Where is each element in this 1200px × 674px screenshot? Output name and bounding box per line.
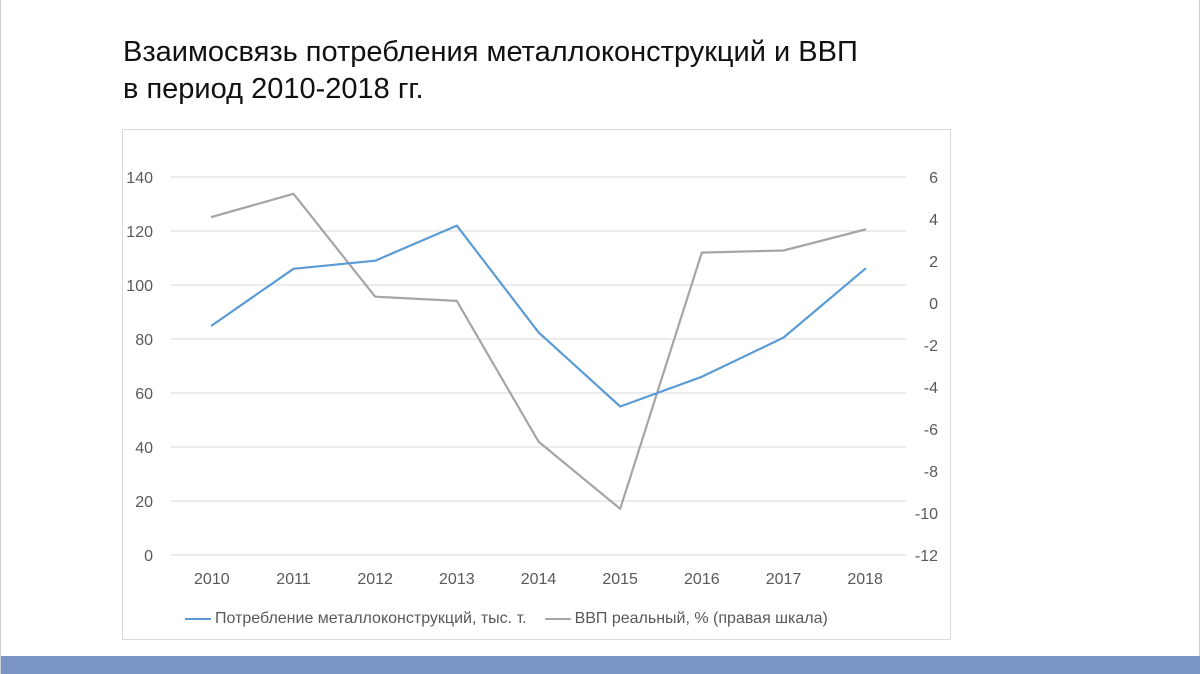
y-left-tick-label: 80 [135,332,153,349]
y-left-tick-label: 140 [126,170,153,187]
y-right-tick-label: 0 [929,296,938,313]
y-right-tick-label: 6 [929,170,938,187]
footer-bar [1,656,1200,674]
y-right-tick-label: -12 [915,548,938,565]
chart-legend: Потребление металлоконструкций, тыс. т. … [185,608,846,630]
series-line-consumption [210,224,867,408]
x-tick-label: 2016 [684,571,720,588]
series-line-gdp [210,192,867,510]
x-tick-label: 2014 [521,571,557,588]
y-right-tick-label: 2 [929,254,938,271]
y-right-tick-label: -2 [924,338,938,355]
x-tick-label: 2010 [194,571,230,588]
legend-swatch-gdp [544,618,571,620]
slide-title: Взаимосвязь потребления металлоконструкц… [123,34,858,108]
x-tick-label: 2018 [847,571,883,588]
y-left-tick-label: 100 [126,278,153,295]
y-right-tick-label: -8 [924,464,938,481]
legend-swatch-consumption [185,618,211,620]
y-left-tick-label: 120 [126,224,153,241]
x-tick-label: 2017 [766,571,802,588]
x-tick-label: 2012 [357,571,393,588]
legend-item-gdp: ВВП реальный, % (правая шкала) [544,610,828,628]
y-right-tick-label: -6 [924,422,938,439]
y-left-tick-label: 20 [135,494,153,511]
y-right-tick-label: -10 [915,506,938,523]
y-right-tick-label: 4 [929,212,938,229]
legend-item-consumption: Потребление металлоконструкций, тыс. т. [185,610,527,628]
x-tick-label: 2013 [439,571,475,588]
title-line-1: Взаимосвязь потребления металлоконструкц… [123,36,858,68]
y-left-tick-label: 60 [135,386,153,403]
x-tick-label: 2015 [602,571,638,588]
legend-label-consumption: Потребление металлоконструкций, тыс. т. [215,610,527,627]
title-line-2: в период 2010-2018 гг. [123,73,424,105]
y-left-tick-label: 0 [144,548,153,565]
legend-label-gdp: ВВП реальный, % (правая шкала) [574,610,828,627]
y-left-tick-label: 40 [135,440,153,457]
y-right-tick-label: -4 [924,380,938,397]
x-tick-label: 2011 [276,571,311,588]
